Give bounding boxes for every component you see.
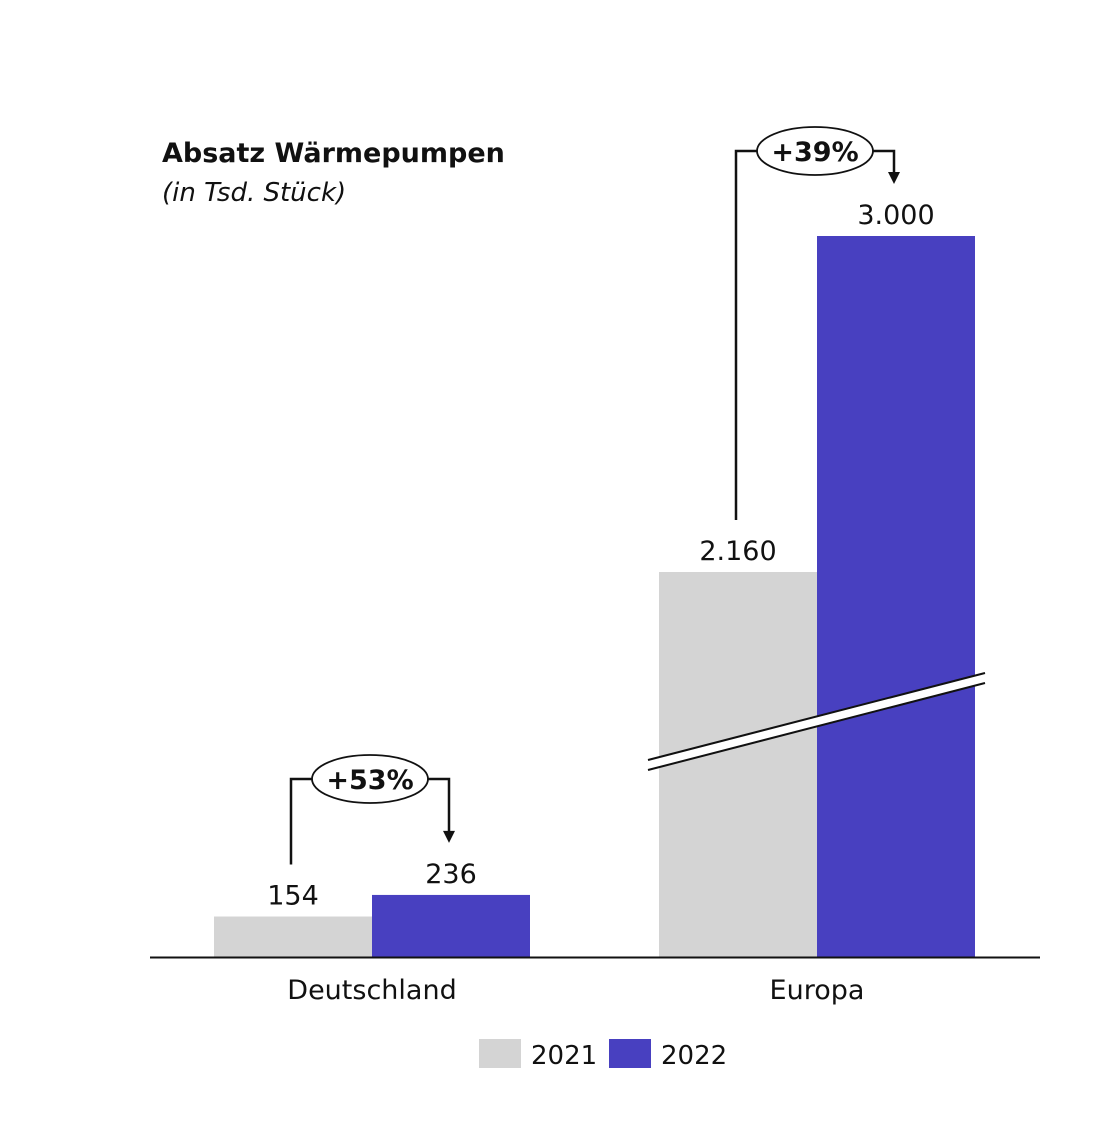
value-label-europa-2021: 2.160: [699, 536, 776, 567]
change-oval-europa: [756, 126, 874, 176]
axis-break-gap: [648, 673, 985, 770]
change-arrowhead-deutschland: [443, 830, 455, 843]
legend-label-2022: 2022: [661, 1041, 727, 1071]
bar-deutschland-2021: [214, 916, 372, 957]
x-tick-label-deutschland: Deutschland: [287, 975, 456, 1006]
change-label-europa: +39%: [771, 137, 858, 168]
x-tick-label-europa: Europa: [770, 975, 865, 1006]
value-label-deutschland-2022: 236: [425, 859, 477, 890]
chart-title: Absatz Wärmepumpen: [162, 138, 505, 169]
change-arrowhead-europa: [888, 172, 900, 184]
value-label-europa-2022: 3.000: [857, 200, 934, 231]
value-label-deutschland-2021: 154: [267, 880, 319, 911]
legend-label-2021: 2021: [531, 1041, 597, 1071]
change-oval-deutschland: [311, 754, 429, 804]
legend-swatch-2022: [609, 1039, 651, 1068]
axis-break-line-lower: [647, 682, 986, 771]
bar-europa-2021: [659, 572, 817, 957]
bar-deutschland-2022: [372, 894, 530, 957]
legend-swatch-2021: [479, 1039, 521, 1068]
axis-break-europa: [647, 672, 986, 771]
chart-subtitle: (in Tsd. Stück): [162, 178, 347, 208]
change-label-deutschland: +53%: [326, 765, 413, 796]
axis-break-line-upper: [647, 672, 986, 761]
bar-europa-2022: [817, 236, 975, 957]
